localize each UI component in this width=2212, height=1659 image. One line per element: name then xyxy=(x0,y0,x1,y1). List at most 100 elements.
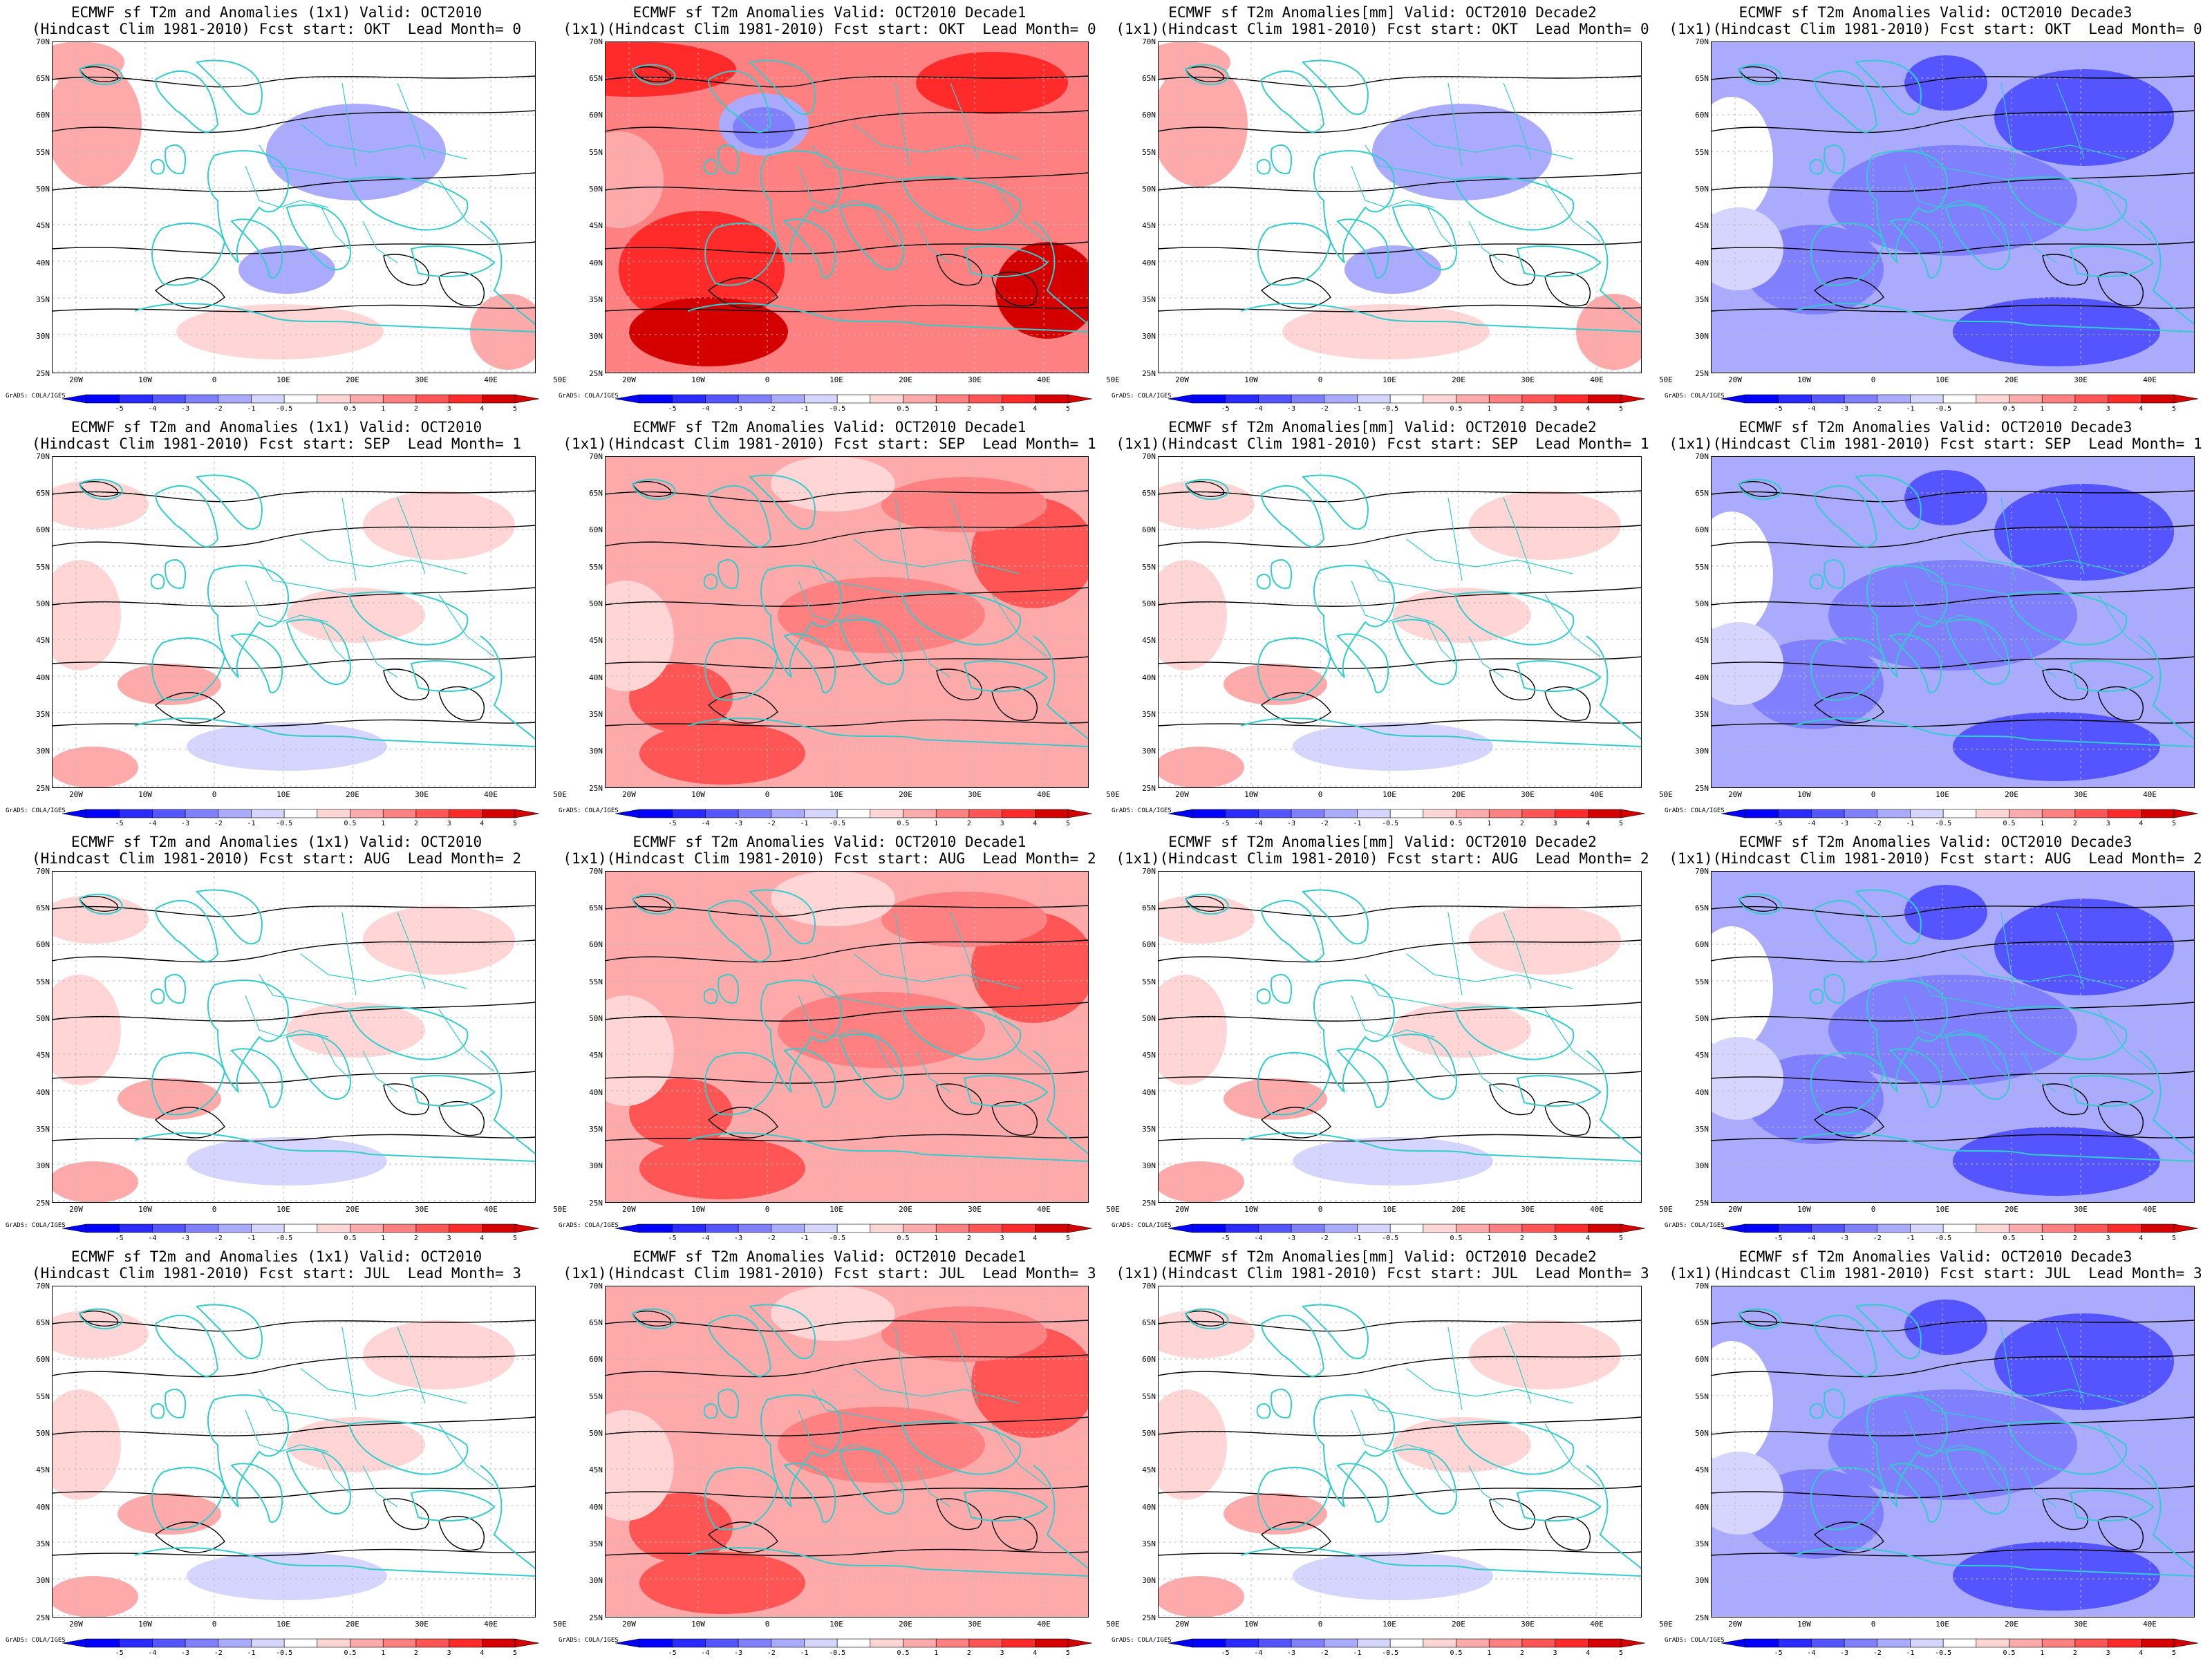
colorbar-swatch xyxy=(1488,809,1523,818)
coastline xyxy=(1516,1075,1602,1107)
anomaly-map xyxy=(52,456,536,788)
country-border xyxy=(874,1036,903,1079)
colorbar-label: 5 xyxy=(1619,405,1623,412)
anomaly-shade xyxy=(1393,588,1531,643)
colorbar-label: 4 xyxy=(2139,1235,2143,1241)
latitude-label: 25N xyxy=(1695,369,1709,378)
colorbar-swatch xyxy=(1357,394,1391,404)
colorbar-swatch xyxy=(119,809,153,818)
colorbar-label: 5 xyxy=(513,1235,517,1241)
coastline xyxy=(1813,1314,1878,1377)
coastline xyxy=(718,974,740,1004)
colorbar-label: 4 xyxy=(1033,820,1037,827)
longitude-label: 10W xyxy=(691,790,705,799)
coastline xyxy=(230,633,283,693)
coastline xyxy=(1810,1467,1885,1530)
latitude-label: 65N xyxy=(36,489,50,498)
t2m-contour xyxy=(1158,939,1642,963)
coastline xyxy=(134,1547,536,1577)
longitude-label: 20W xyxy=(1728,790,1742,799)
t2m-contour xyxy=(1711,1002,2195,1022)
colorbar-swatch xyxy=(870,809,903,818)
country-border xyxy=(259,1389,350,1425)
latitude-label: 35N xyxy=(1695,1125,1709,1134)
colorbar-label: 1 xyxy=(934,820,938,827)
latitude-label: 35N xyxy=(589,1125,603,1134)
country-border xyxy=(300,953,467,989)
t2m-contour xyxy=(52,1071,536,1084)
map-frame xyxy=(52,871,536,1203)
coastline xyxy=(1240,1132,1642,1162)
anomaly-shade xyxy=(187,722,387,771)
latitude-label: 40N xyxy=(1142,673,1156,682)
longitude-label: 10W xyxy=(691,375,705,384)
map-frame xyxy=(605,41,1089,373)
country-border xyxy=(1447,912,1463,996)
anomaly-shade xyxy=(771,1286,895,1341)
panel-title-line2: (1x1)(Hindcast Clim 1981-2010) Fcst star… xyxy=(563,21,1096,37)
colorbar-swatch xyxy=(1521,809,1555,818)
colorbar-swatch xyxy=(152,394,186,404)
latitude-label: 30N xyxy=(36,747,50,756)
coastline xyxy=(704,1052,779,1116)
country-border xyxy=(894,497,910,581)
colorbar-swatch xyxy=(672,1638,706,1648)
colorbar-label: -5 xyxy=(1221,1235,1230,1241)
colorbar-arrow-right xyxy=(2173,1224,2198,1233)
latitude-label: 50N xyxy=(1695,185,1709,194)
colorbar-label: -2 xyxy=(1320,1235,1329,1241)
longitude-label: 0 xyxy=(212,1205,217,1214)
longitude-label: 10E xyxy=(830,1205,843,1214)
colorbar-swatch xyxy=(350,1224,384,1233)
colorbar-label: 2 xyxy=(414,405,418,412)
t2m-contour xyxy=(605,75,1089,88)
coastline xyxy=(1813,485,1878,547)
country-border xyxy=(1544,1009,1601,1072)
coastline xyxy=(1260,899,1325,962)
colorbar-label: 2 xyxy=(2073,1649,2077,1656)
coastline xyxy=(150,988,165,1004)
colorbar-swatch xyxy=(283,394,318,404)
colorbar-swatch xyxy=(482,1224,516,1233)
colorbar-label: -5 xyxy=(668,1649,677,1656)
latitude-label: 55N xyxy=(589,148,603,157)
colorbar-label: 4 xyxy=(1033,405,1037,412)
latitude-label: 60N xyxy=(1142,1355,1156,1364)
anomaly-map-svg xyxy=(52,456,536,788)
latitude-label: 30N xyxy=(589,747,603,756)
latitude-label: 45N xyxy=(589,636,603,645)
country-border xyxy=(2097,594,2154,657)
latitude-label: 50N xyxy=(1142,1014,1156,1023)
colorbar-label: 3 xyxy=(447,1649,451,1656)
latitude-label: 55N xyxy=(36,1392,50,1401)
latitude-label: 25N xyxy=(589,1613,603,1622)
colorbar-swatch xyxy=(1588,809,1622,818)
colorbar: -5 -4 -3 -2 -1 -0.5 0.5 1 2 3 4 5 xyxy=(615,394,1092,412)
coastline xyxy=(1313,150,1395,263)
country-border xyxy=(1427,1036,1456,1079)
colorbar-label: 1 xyxy=(381,1649,385,1656)
colorbar-label: -3 xyxy=(181,1649,189,1656)
colorbar-swatch xyxy=(1291,1638,1325,1648)
coastline xyxy=(963,1075,1049,1107)
colorbar-arrow-right xyxy=(2173,1638,2198,1648)
grads-credit: GrADS: COLA/IGES xyxy=(6,393,66,400)
colorbar-swatch xyxy=(771,394,805,404)
colorbar-swatch xyxy=(218,809,252,818)
t2m-contour xyxy=(991,686,1038,722)
colorbar-label: 4 xyxy=(2139,1649,2143,1656)
colorbar-label: -4 xyxy=(148,405,156,412)
colorbar-label: -5 xyxy=(115,1235,124,1241)
colorbar-label: -5 xyxy=(115,1649,124,1656)
anomaly-shade xyxy=(118,1078,221,1120)
map-frame xyxy=(1711,456,2195,788)
latitude-label: 30N xyxy=(589,332,603,341)
latitude-label: 50N xyxy=(1695,1429,1709,1438)
colorbar-label: 5 xyxy=(1619,1649,1623,1656)
colorbar-swatch xyxy=(119,394,153,404)
latitude-label: 65N xyxy=(589,903,603,912)
colorbar-swatch xyxy=(251,809,285,818)
colorbar-swatch xyxy=(1225,1224,1259,1233)
map-frame xyxy=(52,1286,536,1618)
colorbar-swatch xyxy=(1035,809,1069,818)
